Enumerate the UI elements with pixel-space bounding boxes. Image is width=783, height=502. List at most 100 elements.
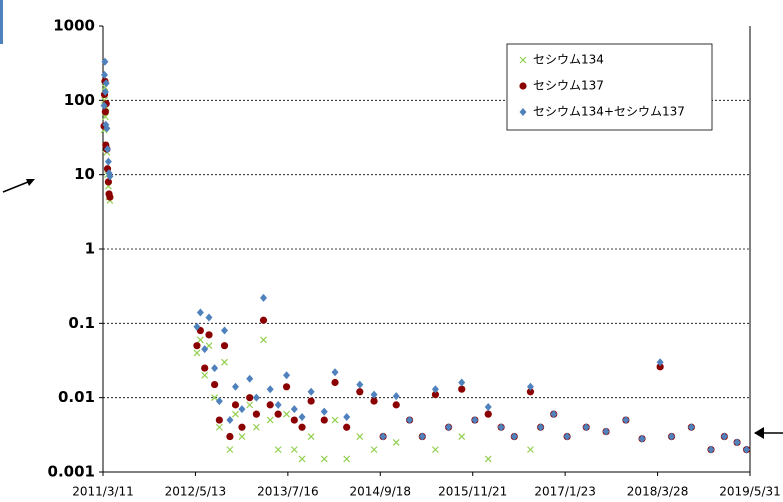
point bbox=[458, 378, 466, 387]
point bbox=[298, 455, 306, 463]
point bbox=[290, 405, 298, 414]
point bbox=[193, 322, 201, 331]
point bbox=[656, 363, 664, 371]
point bbox=[226, 432, 234, 441]
point bbox=[252, 423, 260, 431]
point bbox=[211, 364, 219, 373]
point bbox=[563, 432, 571, 441]
point bbox=[238, 423, 246, 431]
point bbox=[215, 397, 223, 406]
point bbox=[582, 423, 590, 432]
point bbox=[221, 326, 229, 335]
point bbox=[458, 385, 466, 393]
point bbox=[266, 416, 274, 424]
point bbox=[101, 57, 109, 66]
point bbox=[246, 394, 254, 402]
point bbox=[526, 388, 535, 396]
point bbox=[602, 427, 610, 436]
point bbox=[406, 416, 414, 425]
point bbox=[104, 157, 112, 166]
point bbox=[201, 371, 209, 379]
point bbox=[193, 349, 201, 357]
legend-marker bbox=[519, 108, 527, 116]
point bbox=[356, 433, 364, 440]
legend-label: セシウム137 bbox=[533, 79, 604, 93]
x-tick-label: 2014/9/18 bbox=[350, 485, 412, 499]
x-tick-label: 2011/3/11 bbox=[72, 485, 134, 499]
point bbox=[370, 397, 378, 405]
point bbox=[266, 385, 274, 394]
point bbox=[527, 446, 534, 454]
point bbox=[445, 423, 453, 432]
point bbox=[103, 124, 111, 133]
point bbox=[320, 416, 328, 424]
y-tick-label: 0.01 bbox=[58, 388, 95, 406]
point bbox=[370, 446, 378, 454]
point bbox=[356, 388, 364, 396]
x-tick-label: 2012/5/13 bbox=[165, 485, 227, 499]
point bbox=[484, 455, 492, 463]
point bbox=[196, 308, 204, 317]
point bbox=[106, 193, 114, 201]
point bbox=[298, 423, 306, 431]
point bbox=[205, 342, 213, 350]
point bbox=[252, 393, 260, 402]
point bbox=[458, 433, 466, 440]
point bbox=[320, 407, 328, 416]
arrow-head bbox=[26, 179, 35, 186]
point bbox=[283, 371, 291, 380]
y-tick-label: 0.001 bbox=[48, 463, 95, 481]
point bbox=[104, 178, 112, 186]
point bbox=[331, 368, 339, 377]
x-tick-label: 2013/7/16 bbox=[257, 485, 319, 499]
point bbox=[104, 145, 112, 154]
point bbox=[307, 397, 315, 405]
point bbox=[379, 432, 387, 441]
point bbox=[331, 416, 339, 424]
point bbox=[101, 70, 109, 79]
point bbox=[298, 412, 306, 421]
point bbox=[282, 383, 291, 391]
arrow-head bbox=[754, 427, 764, 439]
point bbox=[484, 402, 492, 411]
point bbox=[418, 432, 426, 441]
x-tick-label: 2019/5/31 bbox=[719, 485, 781, 499]
point bbox=[550, 410, 558, 419]
point bbox=[220, 342, 229, 350]
point bbox=[238, 405, 246, 414]
point bbox=[259, 316, 268, 324]
point bbox=[484, 410, 492, 418]
point bbox=[226, 446, 234, 454]
point bbox=[193, 342, 201, 350]
point bbox=[274, 446, 282, 454]
point bbox=[343, 455, 351, 463]
point bbox=[231, 401, 240, 409]
point bbox=[100, 101, 108, 110]
point bbox=[290, 416, 298, 424]
point bbox=[510, 432, 518, 441]
point bbox=[526, 382, 534, 391]
point bbox=[196, 336, 204, 344]
point bbox=[687, 423, 695, 432]
point bbox=[266, 401, 274, 409]
point bbox=[622, 416, 630, 425]
point bbox=[211, 380, 219, 389]
point bbox=[101, 87, 109, 96]
point bbox=[274, 400, 282, 409]
point bbox=[307, 387, 315, 396]
y-tick-label: 1 bbox=[85, 240, 95, 258]
point bbox=[215, 416, 223, 424]
point bbox=[101, 108, 109, 116]
point bbox=[343, 412, 351, 421]
side-tab bbox=[0, 0, 3, 44]
point bbox=[246, 401, 254, 409]
point bbox=[215, 423, 223, 431]
point bbox=[497, 423, 505, 432]
point bbox=[392, 401, 400, 409]
point bbox=[356, 380, 364, 389]
point bbox=[656, 358, 664, 367]
point bbox=[226, 416, 234, 425]
point bbox=[283, 410, 290, 418]
point bbox=[720, 432, 728, 441]
x-tick-label: 2018/3/28 bbox=[627, 485, 689, 499]
